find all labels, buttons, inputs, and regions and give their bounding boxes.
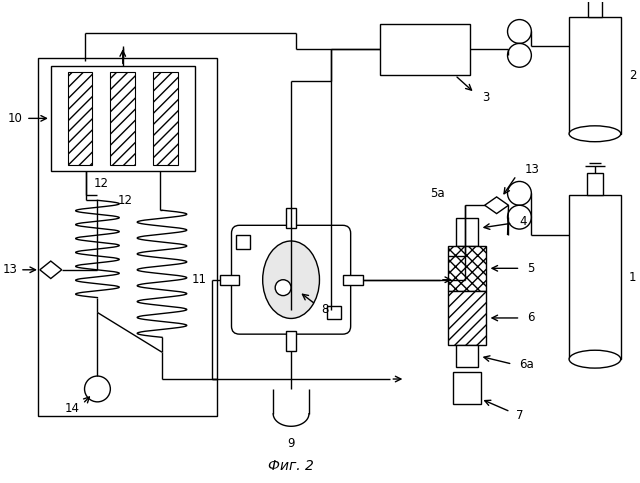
Bar (286, 331, 296, 351)
Bar (51, 66, 195, 170)
Text: 12: 12 (117, 194, 132, 207)
Bar (286, 208, 296, 228)
Text: 9: 9 (287, 437, 295, 450)
Bar (38, 58, 216, 416)
Text: 3: 3 (482, 90, 489, 103)
Bar (448, 291, 486, 345)
Polygon shape (484, 197, 509, 213)
Text: 4: 4 (520, 214, 527, 227)
Text: 13: 13 (3, 263, 18, 276)
Ellipse shape (569, 126, 621, 142)
Bar (569, 195, 621, 359)
Bar (68, 72, 93, 165)
Text: 2: 2 (628, 69, 636, 82)
Text: 8: 8 (321, 303, 328, 316)
Text: 11: 11 (192, 273, 207, 286)
Text: 5: 5 (527, 262, 535, 275)
Bar (220, 275, 239, 284)
Text: 7: 7 (516, 409, 524, 422)
Bar (588, 0, 602, 16)
Bar (456, 345, 477, 367)
FancyBboxPatch shape (232, 225, 351, 334)
Circle shape (275, 280, 291, 296)
Text: 13: 13 (524, 163, 540, 176)
Bar (448, 246, 486, 291)
Polygon shape (40, 261, 61, 279)
Bar (380, 24, 470, 75)
Text: 14: 14 (65, 402, 79, 415)
Text: 12: 12 (93, 177, 108, 190)
Bar (569, 16, 621, 134)
Ellipse shape (262, 241, 319, 318)
Text: 5a: 5a (430, 187, 445, 200)
Bar (236, 235, 250, 249)
Bar (456, 218, 477, 246)
Bar (327, 306, 341, 319)
Bar (587, 173, 603, 195)
Bar (453, 372, 481, 404)
Bar (110, 72, 135, 165)
Bar (342, 275, 363, 284)
Bar (153, 72, 178, 165)
Text: 10: 10 (8, 112, 23, 125)
Ellipse shape (569, 350, 621, 368)
Text: 6a: 6a (520, 357, 534, 370)
Circle shape (84, 376, 110, 402)
Text: 1: 1 (628, 271, 636, 284)
Text: 6: 6 (527, 312, 535, 325)
Text: Фиг. 2: Фиг. 2 (268, 459, 314, 473)
